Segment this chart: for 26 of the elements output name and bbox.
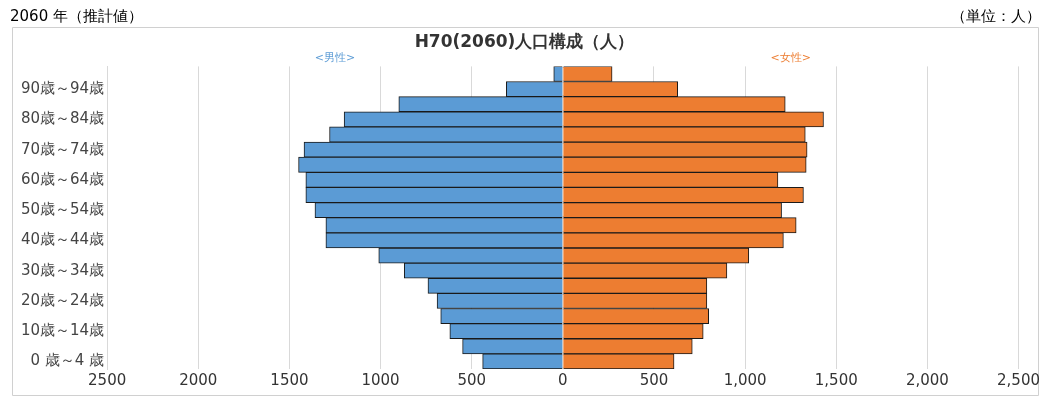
text: 2060 年（推計値） — [10, 6, 143, 25]
text: （単位：人） — [951, 6, 1041, 25]
y-tick-label: 0 歳～4 歳 — [30, 351, 105, 370]
text: <女性> — [770, 51, 811, 65]
x-tick-label: 1000 — [361, 370, 400, 389]
y-tick-label: 20歳～24歳 — [20, 290, 105, 309]
y-tick-label: 90歳～94歳 — [20, 78, 105, 97]
x-tick-label: 1,500 — [814, 370, 858, 389]
x-tick-label: 2,000 — [905, 370, 949, 389]
x-tick-label: 500 — [457, 370, 487, 389]
x-tick-label: 1500 — [270, 370, 309, 389]
y-tick-label: 40歳～44歳 — [20, 230, 105, 249]
x-tick-label: 0 — [558, 370, 568, 389]
text: <男性> — [314, 51, 356, 65]
x-tick-label: 2500 — [88, 370, 127, 389]
y-tick-label: 70歳～74歳 — [20, 139, 105, 158]
y-tick-label: 10歳～14歳 — [20, 321, 105, 340]
x-tick-label: 2,500 — [997, 370, 1041, 389]
chart-title: H70(2060)人口構成（人） — [414, 30, 635, 51]
x-tick-label: 500 — [639, 370, 669, 389]
y-tick-label: 60歳～64歳 — [20, 169, 105, 188]
y-tick-label: 50歳～54歳 — [20, 200, 105, 219]
y-tick-label: 80歳～84歳 — [20, 109, 105, 128]
x-tick-label: 2000 — [179, 370, 218, 389]
x-tick-label: 1,000 — [723, 370, 767, 389]
y-tick-label: 30歳～34歳 — [20, 260, 105, 279]
